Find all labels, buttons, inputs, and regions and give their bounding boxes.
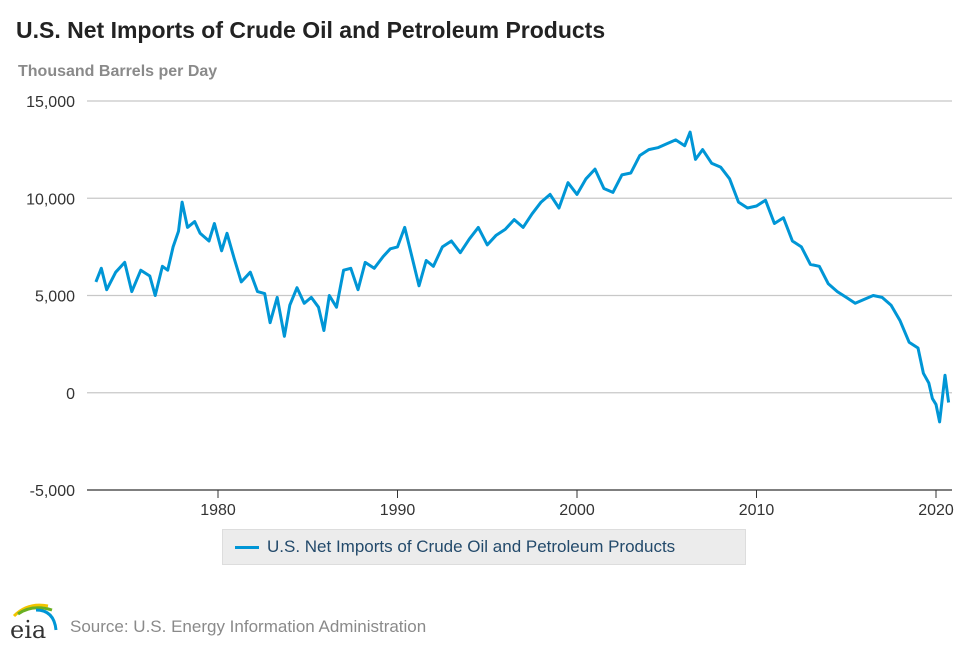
y-tick-label: 15,000	[26, 94, 75, 111]
eia-logo: eia	[10, 603, 58, 644]
legend-swatch	[235, 545, 259, 549]
source-note: Source: U.S. Energy Information Administ…	[70, 617, 427, 636]
legend-label: U.S. Net Imports of Crude Oil and Petrol…	[267, 537, 676, 556]
x-tick-label: 1980	[200, 502, 236, 519]
y-axis-label: Thousand Barrels per Day	[18, 63, 218, 80]
x-tick-label: 2000	[559, 502, 595, 519]
y-tick-label: 10,000	[26, 191, 75, 208]
series-line	[94, 130, 951, 424]
x-tick-label: 1990	[380, 502, 416, 519]
svg-text:eia: eia	[10, 616, 46, 644]
y-tick-label: -5,000	[30, 483, 75, 500]
legend[interactable]: U.S. Net Imports of Crude Oil and Petrol…	[222, 529, 746, 565]
y-tick-label: 0	[66, 386, 75, 403]
y-tick-label: 5,000	[35, 289, 75, 306]
x-tick-label: 2020	[918, 502, 954, 519]
x-tick-label: 2010	[739, 502, 775, 519]
chart-title: U.S. Net Imports of Crude Oil and Petrol…	[16, 17, 606, 43]
